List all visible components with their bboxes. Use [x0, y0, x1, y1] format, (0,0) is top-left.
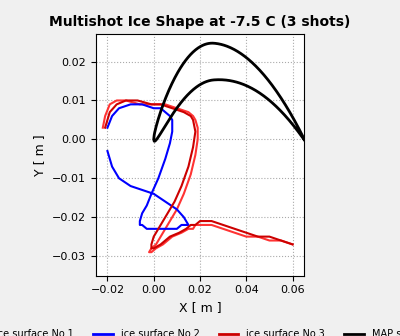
Title: Multishot Ice Shape at -7.5 C (3 shots): Multishot Ice Shape at -7.5 C (3 shots): [49, 15, 351, 29]
Legend: ice surface No.1, ice surface No.2, ice surface No.3, MAP surface: ice surface No.1, ice surface No.2, ice …: [0, 325, 400, 336]
Y-axis label: Y [ m ]: Y [ m ]: [34, 134, 46, 176]
X-axis label: X [ m ]: X [ m ]: [179, 301, 221, 314]
